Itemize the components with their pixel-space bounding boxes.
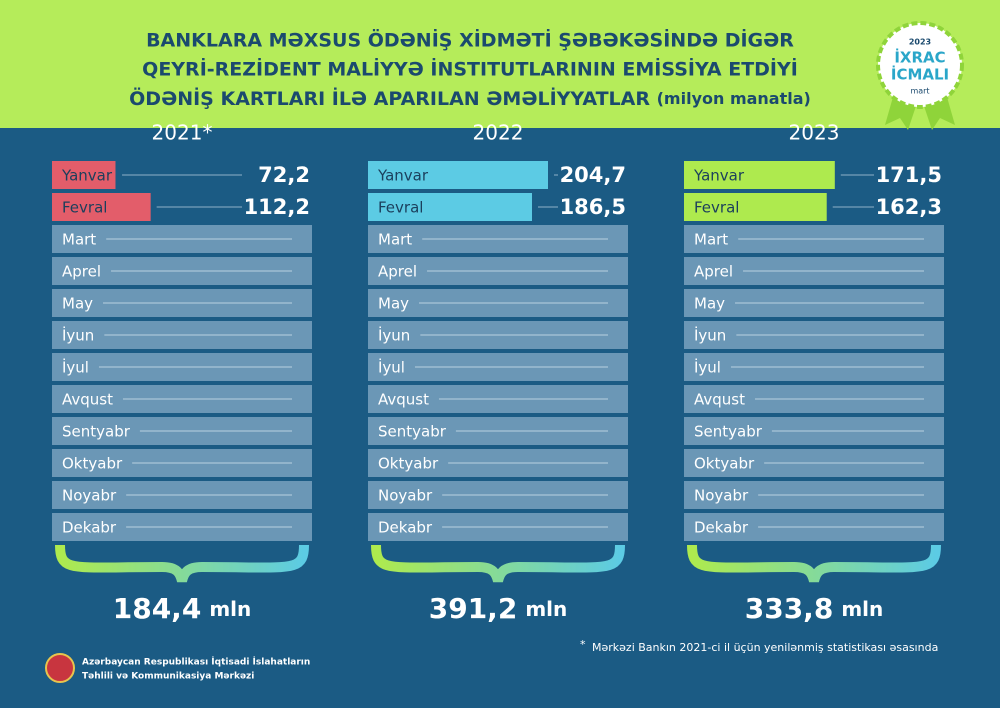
bar <box>684 161 835 189</box>
month-label: İyul <box>694 358 721 377</box>
month-label: May <box>62 295 93 313</box>
total-value: 391,2 <box>429 592 518 625</box>
month-label: Aprel <box>62 263 101 281</box>
bar <box>368 193 532 221</box>
total: 333,8 mln <box>745 592 884 625</box>
month-label: Sentyabr <box>694 423 763 441</box>
month-label: Mart <box>378 231 412 249</box>
month-label: Noyabr <box>62 487 117 505</box>
panel-title: 2023 <box>789 121 840 145</box>
month-label: Fevral <box>378 199 423 217</box>
logo-text: Təhlili və Kommunikasiya Mərkəzi <box>82 672 254 682</box>
month-label: Yanvar <box>377 167 429 185</box>
month-label: Avqust <box>378 391 429 409</box>
value-label: 72,2 <box>258 163 310 187</box>
total: 184,4 mln <box>113 592 252 625</box>
brace <box>371 544 625 583</box>
title-line: BANKLARA MƏXSUS ÖDƏNİŞ XİDMƏTİ ŞƏBƏKƏSİN… <box>146 28 794 52</box>
total-unit: mln <box>209 597 251 621</box>
header-band <box>0 0 1000 128</box>
month-label: Yanvar <box>61 167 113 185</box>
total-unit: mln <box>525 597 567 621</box>
month-label: Mart <box>62 231 96 249</box>
logo-text: Azərbaycan Respublikası İqtisadi İslahat… <box>82 657 310 668</box>
month-label: İyul <box>378 358 405 377</box>
month-label: Dekabr <box>62 519 117 537</box>
total-value: 333,8 <box>745 592 834 625</box>
bar <box>684 193 827 221</box>
month-label: Mart <box>694 231 728 249</box>
month-label: Fevral <box>694 199 739 217</box>
month-label: Sentyabr <box>62 423 131 441</box>
badge-text: İCMALI <box>891 65 949 84</box>
month-label: Sentyabr <box>378 423 447 441</box>
value-label: 162,3 <box>876 195 942 219</box>
total: 391,2 mln <box>429 592 568 625</box>
charts: 2021* Yanvar 72,2 Fevral 112,2 Mart Aprel May İy… <box>52 121 944 625</box>
month-label: Dekabr <box>694 519 749 537</box>
logo-emblem <box>45 653 75 683</box>
month-label: İyun <box>378 326 410 345</box>
title-line: ÖDƏNİŞ KARTLARI İLƏ APARILAN ƏMƏLİYYATLA… <box>129 86 650 110</box>
month-label: May <box>378 295 409 313</box>
total-value: 184,4 <box>113 592 202 625</box>
month-label: Noyabr <box>694 487 749 505</box>
value-label: 204,7 <box>560 163 626 187</box>
month-label: İyun <box>62 326 94 345</box>
title-line: QEYRİ-REZİDENT MALİYYƏ İNSTITUTLARININ E… <box>142 57 798 81</box>
month-label: Avqust <box>694 391 745 409</box>
bar <box>368 161 548 189</box>
footnote: Mərkəzi Bankın 2021-ci il üçün yenilənmi… <box>592 641 938 654</box>
bar <box>52 193 151 221</box>
subtitle: (milyon manatla) <box>657 89 811 108</box>
month-label: Avqust <box>62 391 113 409</box>
month-label: Noyabr <box>378 487 433 505</box>
value-label: 112,2 <box>244 195 310 219</box>
panel-title: 2022 <box>473 121 524 145</box>
month-label: Oktyabr <box>62 455 123 473</box>
footnote-mark: * <box>580 638 586 651</box>
title: BANKLARA MƏXSUS ÖDƏNİŞ XİDMƏTİ ŞƏBƏKƏSİN… <box>129 28 811 110</box>
value-label: 186,5 <box>560 195 626 219</box>
month-label: Oktyabr <box>694 455 755 473</box>
panel-title: 2021* <box>152 121 213 145</box>
month-label: Fevral <box>62 199 107 217</box>
badge-year: 2023 <box>909 38 931 47</box>
month-label: Yanvar <box>693 167 745 185</box>
month-label: Dekabr <box>378 519 433 537</box>
badge-month: mart <box>910 87 929 96</box>
month-label: İyun <box>694 326 726 345</box>
brace <box>687 544 941 583</box>
month-label: May <box>694 295 725 313</box>
badge: 2023 İXRAC İCMALI mart <box>876 21 964 130</box>
month-label: İyul <box>62 358 89 377</box>
title-line: ÖDƏNİŞ KARTLARI İLƏ APARILAN ƏMƏLİYYATLA… <box>129 86 811 110</box>
badge-text: İXRAC <box>894 48 945 67</box>
month-label: Oktyabr <box>378 455 439 473</box>
bar <box>52 161 116 189</box>
month-label: Aprel <box>378 263 417 281</box>
total-unit: mln <box>841 597 883 621</box>
month-label: Aprel <box>694 263 733 281</box>
value-label: 171,5 <box>876 163 942 187</box>
brace <box>55 544 309 583</box>
